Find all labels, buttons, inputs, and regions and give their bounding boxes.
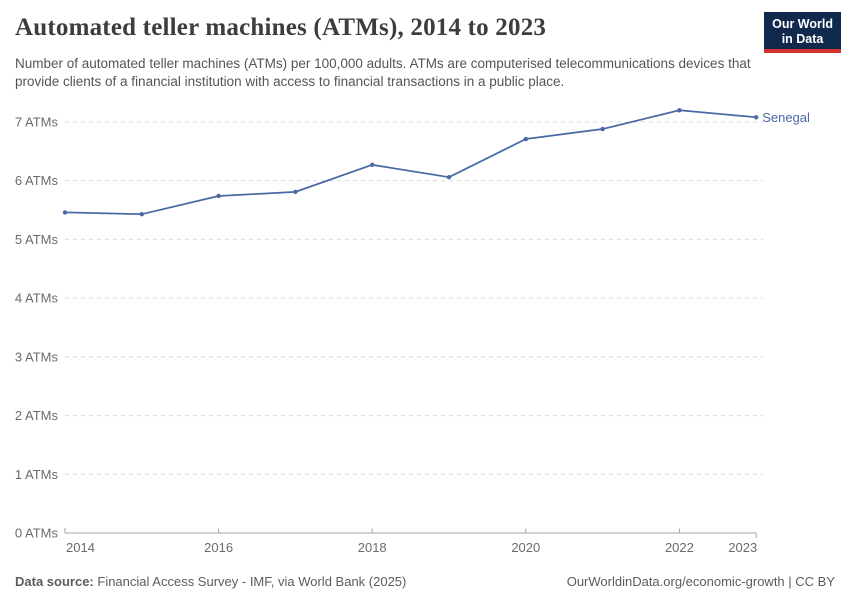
owid-logo-line2: in Data — [781, 32, 824, 46]
data-point — [62, 210, 68, 215]
y-tick-label: 7 ATMs — [15, 115, 59, 130]
x-tick-label: 2023 — [728, 540, 757, 555]
chart-title: Automated teller machines (ATMs), 2014 t… — [15, 14, 547, 41]
data-point — [677, 108, 682, 113]
x-tick-label: 2014 — [66, 540, 95, 555]
y-tick-label: 0 ATMs — [15, 526, 59, 541]
chart-subtitle: Number of automated teller machines (ATM… — [15, 56, 751, 89]
data-point — [523, 136, 528, 142]
y-tick-label: 4 ATMs — [15, 291, 59, 306]
data-source-label: Data source: — [15, 574, 94, 589]
x-tick-label: 2022 — [665, 540, 694, 555]
x-tick-label: 2016 — [204, 540, 233, 555]
owid-logo: Our World in Data — [764, 12, 841, 53]
y-tick-label: 3 ATMs — [15, 349, 59, 364]
data-source-value: Financial Access Survey - IMF, via World… — [97, 574, 407, 589]
series-line-senegal — [64, 109, 758, 216]
y-tick-label: 5 ATMs — [15, 232, 59, 247]
y-tick-label: 6 ATMs — [15, 173, 59, 188]
data-point — [446, 174, 452, 180]
data-point — [216, 193, 221, 199]
line-chart: 0 ATMs 1 ATMs 2 ATMs 3 ATMs 4 ATMs 5 ATMs 6 AT… — [15, 108, 810, 555]
data-point — [139, 211, 144, 217]
chart-footer: Data source: Financial Access Survey - I… — [15, 574, 835, 589]
y-tick-label: 2 ATMs — [15, 408, 59, 423]
x-tick-label: 2020 — [511, 540, 540, 555]
data-point — [293, 189, 298, 195]
data-point — [600, 126, 605, 132]
owid-logo-line1: Our World — [772, 17, 833, 31]
data-point — [370, 162, 375, 168]
y-tick-label: 1 ATMs — [15, 467, 59, 482]
data-source: Data source: Financial Access Survey - I… — [15, 574, 406, 589]
owid-link[interactable]: OurWorldinData.org/economic-growth | CC … — [566, 574, 835, 589]
x-tick-label: 2018 — [358, 540, 387, 555]
data-point — [754, 115, 759, 120]
series-label-senegal: Senegal — [762, 110, 810, 125]
